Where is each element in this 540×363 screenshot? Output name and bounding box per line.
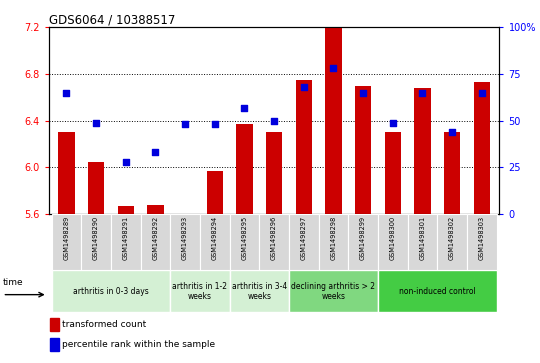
Text: GSM1498301: GSM1498301 — [420, 216, 426, 260]
Text: GSM1498291: GSM1498291 — [123, 216, 129, 260]
Bar — [81, 214, 111, 270]
Text: GSM1498292: GSM1498292 — [152, 216, 158, 260]
Bar — [378, 214, 408, 270]
Point — [418, 90, 427, 95]
Point — [269, 118, 279, 123]
Bar — [384, 132, 401, 214]
Bar — [467, 214, 497, 270]
Text: GDS6064 / 10388517: GDS6064 / 10388517 — [49, 13, 175, 26]
Text: transformed count: transformed count — [62, 320, 146, 329]
Bar — [355, 86, 371, 214]
Bar — [50, 338, 58, 351]
Bar — [295, 80, 312, 214]
Text: arthritis in 0-3 days: arthritis in 0-3 days — [73, 287, 149, 296]
Point — [211, 122, 219, 127]
Point — [62, 90, 71, 95]
Bar — [140, 214, 170, 270]
Text: GSM1498289: GSM1498289 — [63, 216, 70, 260]
Bar — [259, 214, 289, 270]
Bar — [207, 171, 223, 214]
Text: GSM1498294: GSM1498294 — [212, 216, 218, 260]
Point — [448, 129, 456, 135]
Bar — [147, 205, 164, 214]
Bar — [414, 88, 430, 214]
Bar — [266, 132, 282, 214]
Bar — [51, 214, 81, 270]
Point — [359, 90, 367, 95]
Point — [92, 120, 100, 126]
Point — [388, 120, 397, 126]
Point — [151, 150, 160, 155]
Text: time: time — [3, 278, 23, 287]
Text: GSM1498296: GSM1498296 — [271, 216, 277, 260]
Bar — [58, 132, 75, 214]
Bar — [230, 214, 259, 270]
Bar — [437, 214, 467, 270]
Bar — [118, 206, 134, 214]
Bar — [177, 214, 193, 220]
Text: declining arthritis > 2
weeks: declining arthritis > 2 weeks — [292, 282, 375, 301]
Bar — [111, 214, 140, 270]
Text: non-induced control: non-induced control — [399, 287, 476, 296]
Text: GSM1498303: GSM1498303 — [478, 216, 485, 260]
Bar — [325, 27, 341, 214]
Bar — [236, 124, 253, 214]
Bar — [50, 318, 58, 331]
Text: GSM1498297: GSM1498297 — [301, 216, 307, 260]
Text: GSM1498302: GSM1498302 — [449, 216, 455, 260]
Text: GSM1498293: GSM1498293 — [182, 216, 188, 260]
Point — [181, 122, 190, 127]
Point — [477, 90, 486, 95]
Bar — [408, 214, 437, 270]
Text: arthritis in 1-2
weeks: arthritis in 1-2 weeks — [172, 282, 227, 301]
Bar — [378, 270, 497, 312]
Text: GSM1498290: GSM1498290 — [93, 216, 99, 260]
Bar — [444, 132, 460, 214]
Bar — [289, 214, 319, 270]
Bar — [51, 270, 170, 312]
Text: GSM1498300: GSM1498300 — [390, 216, 396, 260]
Point — [122, 159, 130, 165]
Point — [299, 84, 308, 90]
Point — [240, 105, 249, 110]
Bar — [200, 214, 230, 270]
Point — [329, 65, 338, 71]
Bar — [170, 214, 200, 270]
Text: GSM1498295: GSM1498295 — [241, 216, 247, 260]
Bar — [289, 270, 378, 312]
Bar — [348, 214, 378, 270]
Text: arthritis in 3-4
weeks: arthritis in 3-4 weeks — [232, 282, 287, 301]
Text: percentile rank within the sample: percentile rank within the sample — [62, 340, 215, 349]
Bar — [474, 82, 490, 214]
Text: GSM1498298: GSM1498298 — [330, 216, 336, 260]
Bar — [170, 270, 230, 312]
Bar — [319, 214, 348, 270]
Bar — [230, 270, 289, 312]
Text: GSM1498299: GSM1498299 — [360, 216, 366, 260]
Bar — [88, 162, 104, 214]
